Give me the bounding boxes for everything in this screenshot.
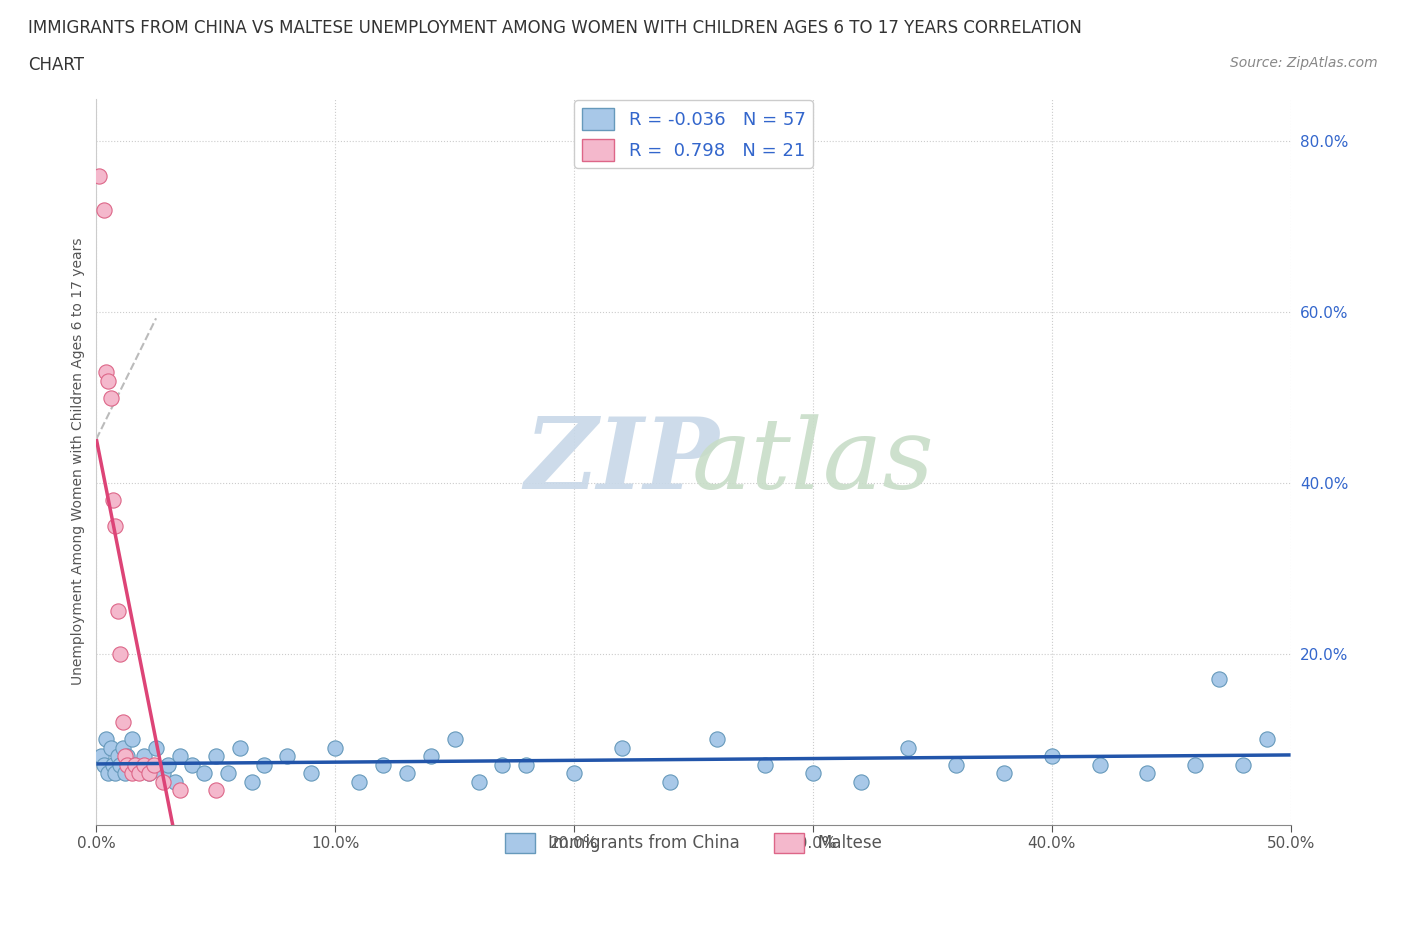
Point <box>93 203 115 218</box>
Point <box>1208 672 1230 687</box>
Point <box>1256 732 1278 747</box>
Point <box>117 757 139 772</box>
Point <box>658 775 681 790</box>
Point <box>371 757 394 772</box>
Point <box>128 757 150 772</box>
Point <box>754 757 776 772</box>
Point <box>1136 766 1159 781</box>
Point <box>124 757 146 772</box>
Point <box>395 766 418 781</box>
Point <box>897 740 920 755</box>
Point <box>93 757 115 772</box>
Point <box>156 757 179 772</box>
Point <box>152 775 174 790</box>
Point <box>228 740 250 755</box>
Point <box>443 732 465 747</box>
Point <box>491 757 513 772</box>
Point <box>169 749 191 764</box>
Point <box>97 766 120 781</box>
Point <box>706 732 728 747</box>
Point <box>347 775 370 790</box>
Point <box>124 757 146 772</box>
Point <box>323 740 346 755</box>
Point <box>110 646 132 661</box>
Text: Source: ZipAtlas.com: Source: ZipAtlas.com <box>1230 56 1378 70</box>
Point <box>107 604 129 618</box>
Point <box>152 766 174 781</box>
Point <box>419 749 441 764</box>
Point <box>299 766 322 781</box>
Point <box>128 766 150 781</box>
Point <box>1232 757 1254 772</box>
Point <box>87 168 110 183</box>
Legend: Immigrants from China, Maltese: Immigrants from China, Maltese <box>499 826 889 860</box>
Point <box>138 766 160 781</box>
Text: CHART: CHART <box>28 56 84 73</box>
Point <box>193 766 215 781</box>
Point <box>169 783 191 798</box>
Point <box>240 775 263 790</box>
Point <box>467 775 489 790</box>
Point <box>138 766 160 781</box>
Point <box>101 757 124 772</box>
Point <box>111 740 134 755</box>
Point <box>849 775 872 790</box>
Point <box>165 775 187 790</box>
Point <box>562 766 585 781</box>
Point <box>142 757 165 772</box>
Y-axis label: Unemployment Among Women with Children Ages 6 to 17 years: Unemployment Among Women with Children A… <box>72 238 86 685</box>
Point <box>945 757 967 772</box>
Point <box>94 732 117 747</box>
Point <box>180 757 202 772</box>
Point <box>204 783 226 798</box>
Point <box>104 766 127 781</box>
Point <box>1040 749 1063 764</box>
Point <box>204 749 226 764</box>
Text: IMMIGRANTS FROM CHINA VS MALTESE UNEMPLOYMENT AMONG WOMEN WITH CHILDREN AGES 6 T: IMMIGRANTS FROM CHINA VS MALTESE UNEMPLO… <box>28 19 1083 36</box>
Point <box>107 749 129 764</box>
Point <box>121 766 143 781</box>
Text: ZIP: ZIP <box>524 413 720 510</box>
Point <box>276 749 298 764</box>
Point <box>117 749 139 764</box>
Point <box>801 766 824 781</box>
Point <box>1088 757 1111 772</box>
Point <box>114 766 136 781</box>
Point <box>110 757 132 772</box>
Point <box>97 373 120 388</box>
Point <box>134 757 156 772</box>
Point <box>134 749 156 764</box>
Point <box>100 740 122 755</box>
Point <box>121 732 143 747</box>
Point <box>515 757 537 772</box>
Point <box>111 714 134 729</box>
Text: atlas: atlas <box>692 414 934 510</box>
Point <box>252 757 274 772</box>
Point <box>145 740 167 755</box>
Point <box>217 766 239 781</box>
Point <box>104 518 127 533</box>
Point <box>100 391 122 405</box>
Point <box>993 766 1015 781</box>
Point <box>114 749 136 764</box>
Point <box>1184 757 1206 772</box>
Point <box>90 749 112 764</box>
Point <box>610 740 633 755</box>
Point <box>101 493 124 508</box>
Point <box>94 365 117 379</box>
